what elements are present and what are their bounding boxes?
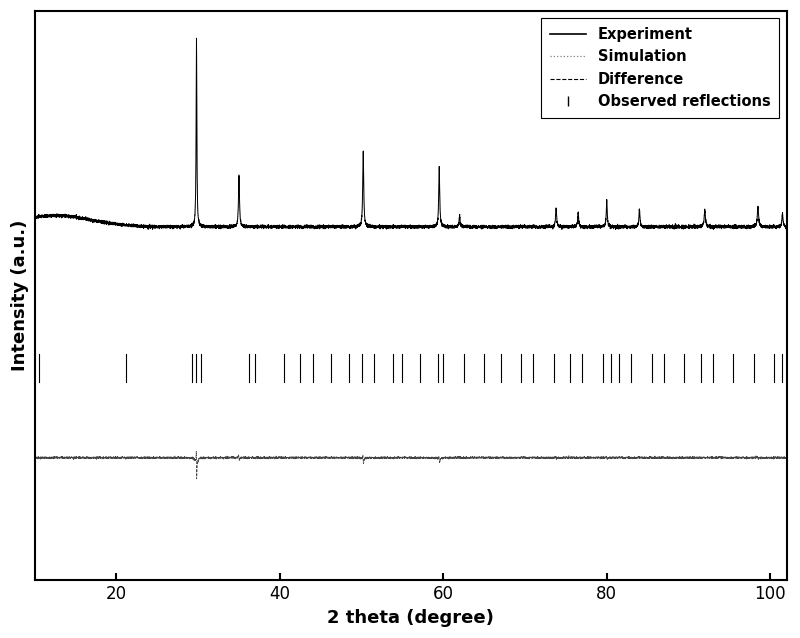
Difference: [14, 455, 23, 463]
Experiment: [61, 212, 70, 219]
Simulation: [14, 216, 23, 224]
Line: Simulation: Simulation: [18, 39, 800, 227]
Simulation: [17, 216, 26, 223]
Simulation: [192, 35, 202, 43]
Simulation: [764, 223, 774, 230]
Experiment: [765, 223, 774, 231]
Simulation: [169, 223, 178, 230]
Line: Difference: Difference: [18, 452, 800, 479]
Experiment: [14, 217, 23, 225]
Difference: [169, 454, 178, 461]
X-axis label: 2 theta (degree): 2 theta (degree): [327, 609, 494, 627]
Difference: [46, 454, 56, 461]
Legend: Experiment, Simulation, Difference, Observed reflections: Experiment, Simulation, Difference, Obse…: [541, 19, 779, 118]
Difference: [192, 475, 202, 483]
Experiment: [46, 211, 56, 219]
Difference: [61, 454, 70, 461]
Difference: [765, 454, 774, 461]
Simulation: [61, 212, 70, 220]
Experiment: [192, 34, 202, 42]
Experiment: [401, 223, 410, 230]
Y-axis label: Intensity (a.u.): Intensity (a.u.): [11, 220, 29, 371]
Experiment: [169, 223, 178, 231]
Experiment: [17, 216, 26, 223]
Difference: [17, 454, 26, 462]
Difference: [191, 448, 201, 456]
Simulation: [401, 223, 410, 231]
Simulation: [46, 212, 56, 219]
Line: Experiment: Experiment: [18, 38, 800, 230]
Experiment: [610, 226, 620, 234]
Difference: [402, 454, 411, 461]
